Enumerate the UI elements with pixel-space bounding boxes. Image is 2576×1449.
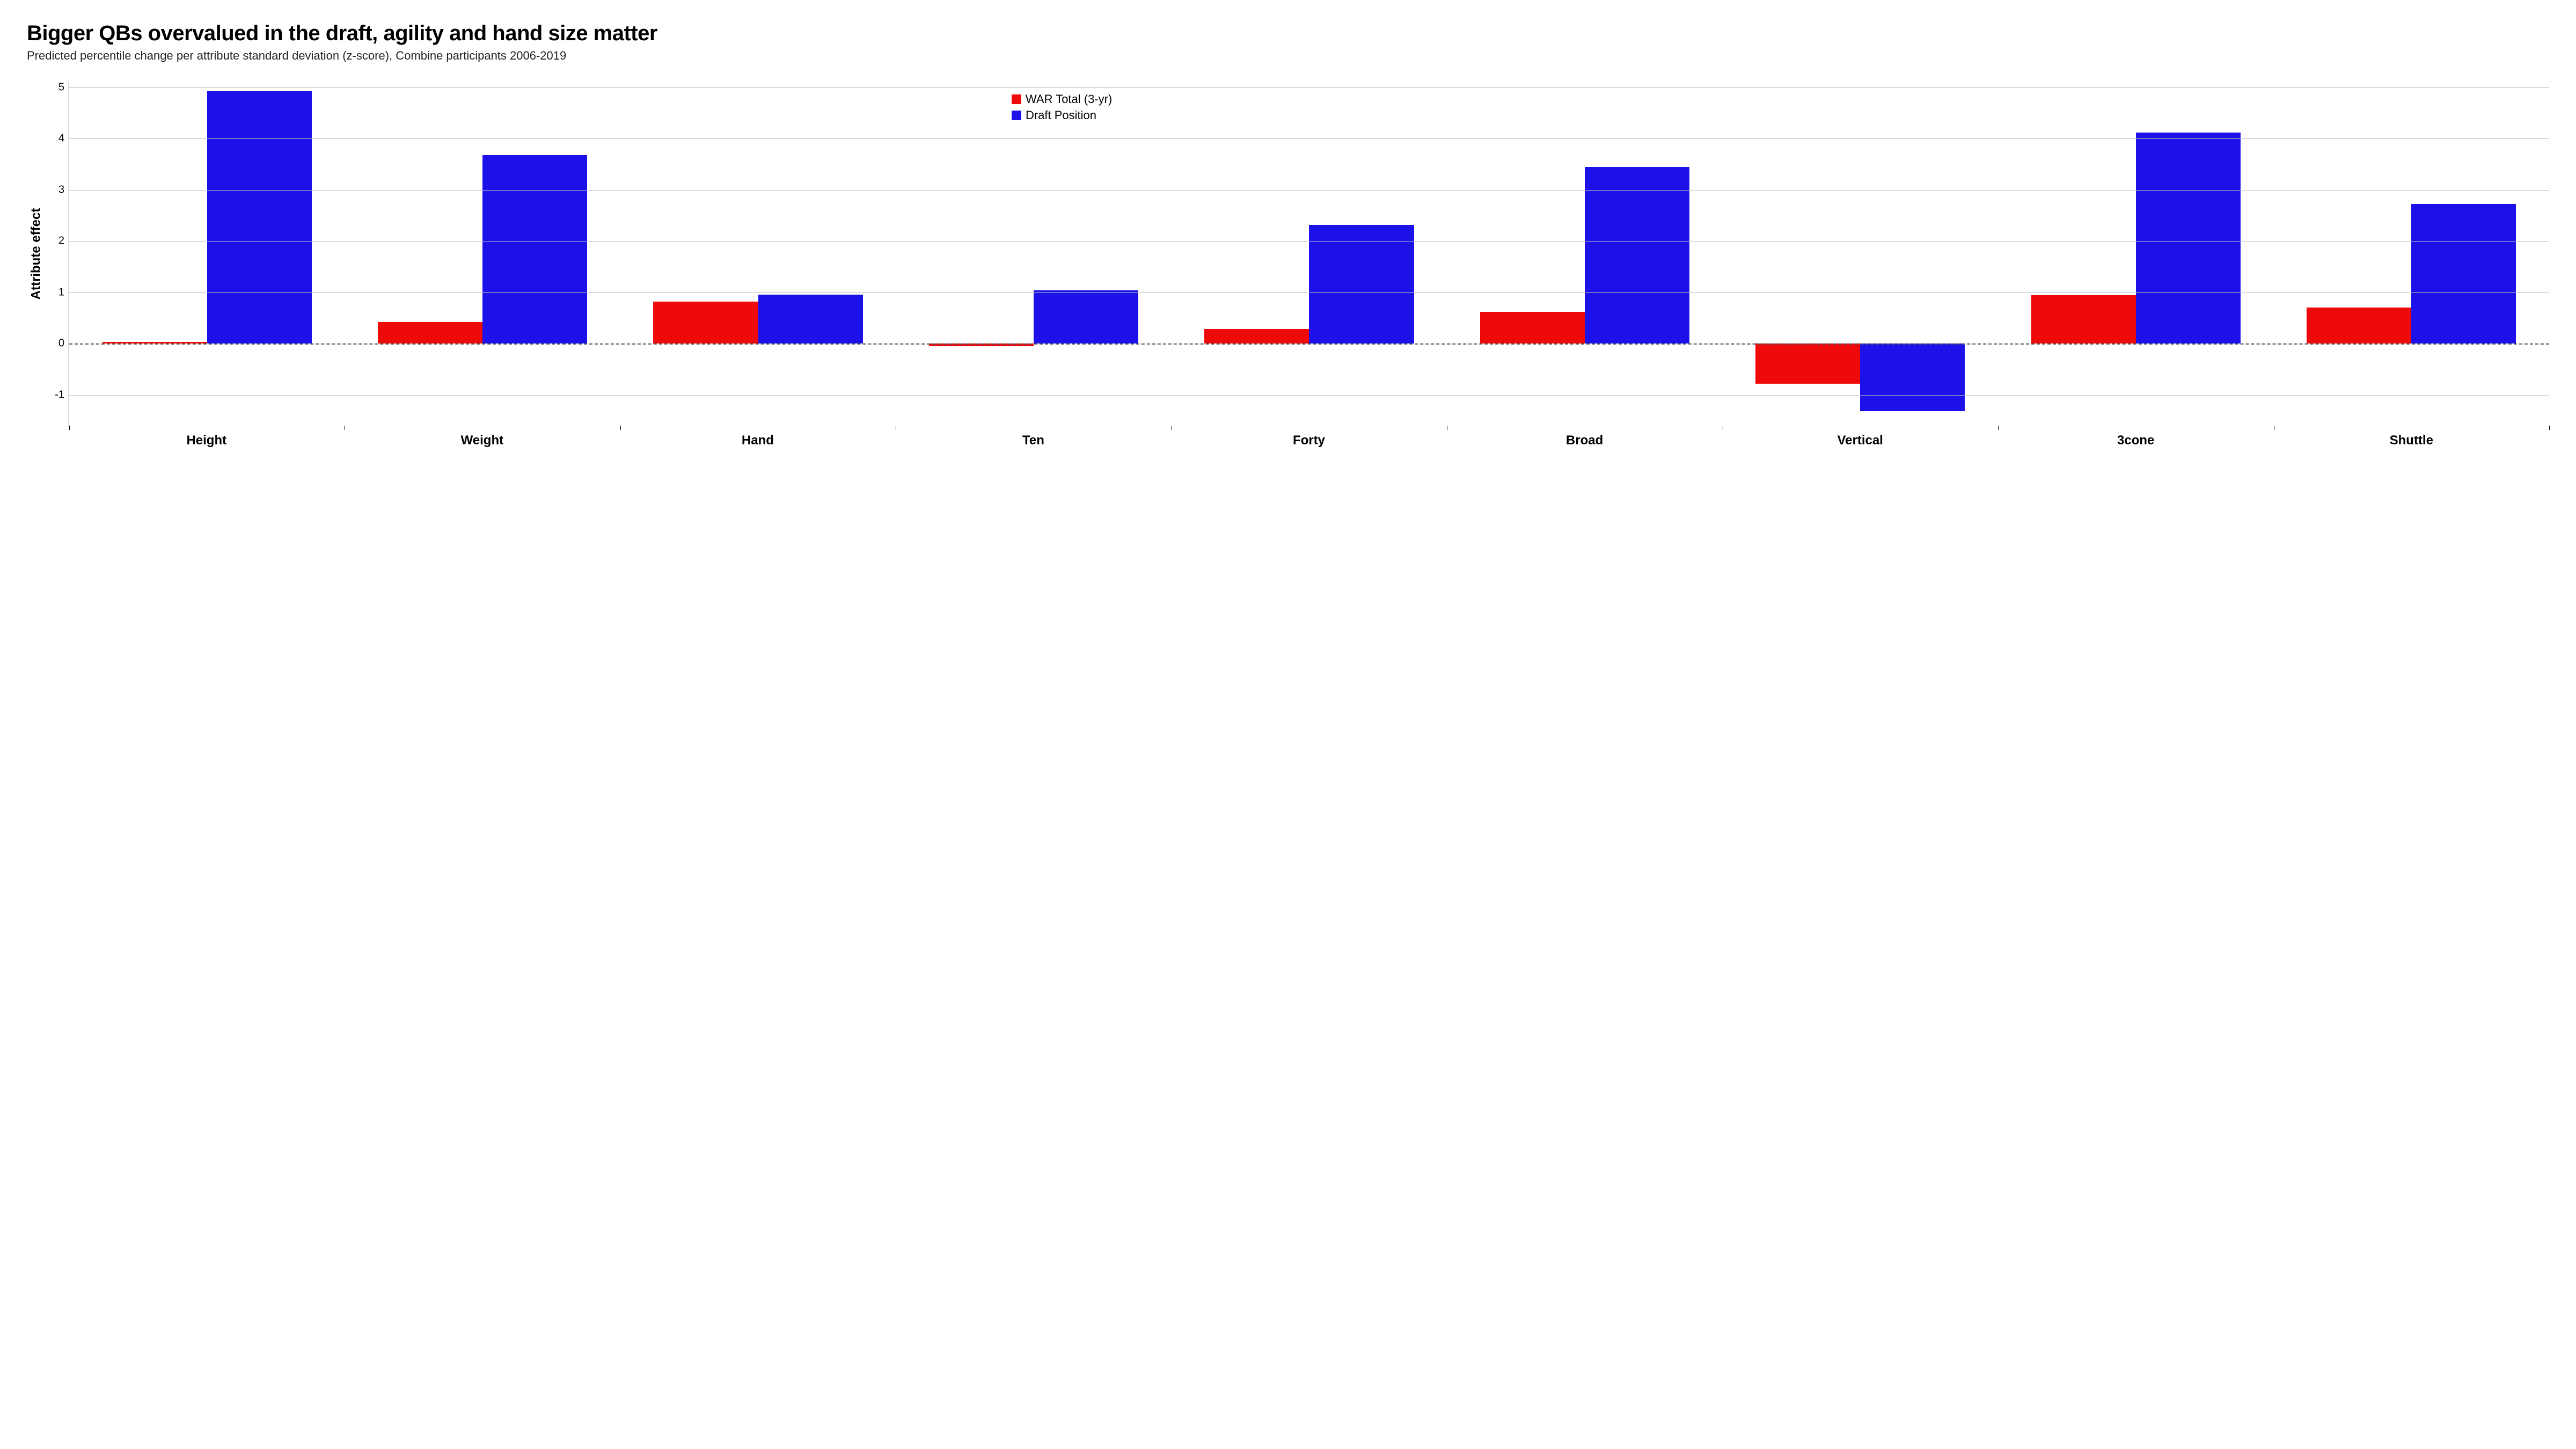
y-tick-label: -1 [55,389,64,401]
bar-group [896,82,1171,426]
x-category-label: Weight [345,433,620,448]
y-tick-label: 0 [58,338,64,350]
y-tick-label: 5 [58,81,64,93]
y-tick-label: 2 [58,235,64,247]
bar-group [1723,82,1998,426]
bar-group [1447,82,1722,426]
legend-label: Draft Position [1026,108,1096,122]
grid-line [69,190,2549,191]
legend: WAR Total (3-yr) Draft Position [1012,92,1112,122]
x-category-label: 3cone [1998,433,2274,448]
bar-group [1998,82,2273,426]
plot-region: WAR Total (3-yr) Draft Position [69,82,2549,426]
y-tick-label: 3 [58,184,64,196]
bar-group [2274,82,2549,426]
bar-group [69,82,345,426]
grid-line [69,395,2549,396]
bar [378,322,482,343]
x-tick-mark [620,426,621,430]
x-category-label: Vertical [1722,433,1998,448]
x-axis-categories: HeightWeightHandTenFortyBroadVertical3co… [69,433,2549,448]
legend-item: WAR Total (3-yr) [1012,92,1112,106]
legend-item: Draft Position [1012,108,1112,122]
bar [1585,167,1689,344]
bar [2031,295,2136,343]
chart-subtitle: Predicted percentile change per attribut… [27,49,2549,63]
bar [2411,204,2516,343]
y-tick-label: 1 [58,286,64,298]
x-category-label: Broad [1447,433,1723,448]
bar [1034,290,1138,343]
legend-swatch [1012,111,1021,120]
y-axis-ticks: -1 0 1 2 3 4 5 [45,82,69,426]
chart-title: Bigger QBs overvalued in the draft, agil… [27,21,2549,46]
bar [207,91,312,343]
bar [1860,343,1965,411]
grid-line [69,138,2549,139]
bar [482,155,587,344]
grid-line [69,87,2549,88]
bar [1755,343,1860,384]
x-category-label: Ten [896,433,1172,448]
bar-group [620,82,896,426]
bar-group [1172,82,1447,426]
bar [758,295,863,343]
x-category-label: Hand [620,433,896,448]
x-category-label: Height [69,433,345,448]
x-tick-mark [2549,426,2550,430]
y-axis-label: Attribute effect [28,208,43,300]
legend-swatch [1012,94,1021,104]
chart-area: Attribute effect -1 0 1 2 3 4 5 WAR Total (3-y… [27,82,2549,426]
x-category-label: Shuttle [2274,433,2550,448]
x-tick-mark [1998,426,1999,430]
x-tick-mark [69,426,70,430]
bar [2307,308,2411,343]
bar-group [345,82,620,426]
bars-layer [69,82,2549,426]
bar [2136,133,2241,344]
grid-line [69,292,2549,293]
y-tick-label: 4 [58,133,64,145]
bar [653,302,758,343]
bar [1204,329,1309,343]
zero-line [69,343,2549,345]
x-category-label: Forty [1171,433,1447,448]
legend-label: WAR Total (3-yr) [1026,92,1112,106]
bar [1480,312,1585,343]
bar [1309,225,1414,344]
